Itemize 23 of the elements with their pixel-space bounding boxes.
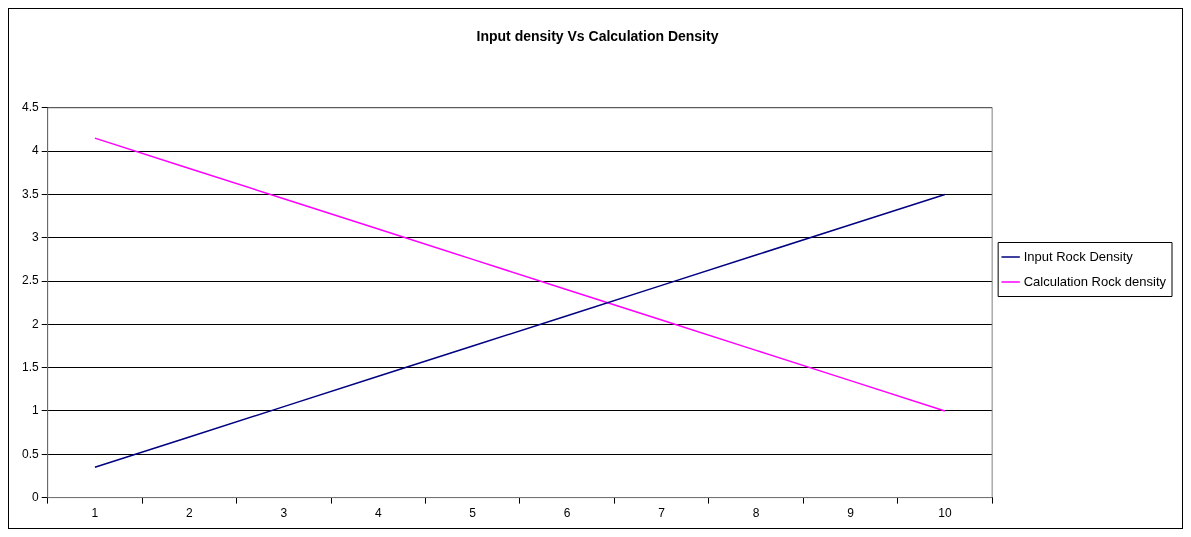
y-tick-label: 0.5 xyxy=(21,446,39,461)
y-tick-label: 3.5 xyxy=(21,186,39,201)
x-tick-label: 1 xyxy=(91,506,99,521)
x-tick-label: 2 xyxy=(186,506,194,521)
x-tick-label: 5 xyxy=(469,506,477,521)
y-tick-label: 4.5 xyxy=(21,100,39,115)
chart-title: Input density Vs Calculation Density xyxy=(476,28,719,45)
y-tick-label: 4 xyxy=(31,143,39,158)
x-tick-label: 9 xyxy=(847,506,855,521)
y-tick-label: 2.5 xyxy=(21,273,39,288)
y-tick-label: 1.5 xyxy=(21,359,39,374)
x-tick-label: 8 xyxy=(752,506,760,521)
legend-label: Input Rock Density xyxy=(1023,248,1134,264)
x-tick-label: 6 xyxy=(563,506,571,521)
x-tick-label: 10 xyxy=(938,506,952,521)
x-tick-label: 3 xyxy=(280,506,288,521)
y-tick-label: 1 xyxy=(31,403,39,418)
y-tick-label: 0 xyxy=(31,489,39,504)
y-tick-label: 3 xyxy=(31,230,39,245)
x-tick-label: 7 xyxy=(658,506,666,521)
x-tick-label: 4 xyxy=(374,506,382,521)
y-tick-label: 2 xyxy=(31,316,39,331)
legend-label: Calculation Rock density xyxy=(1023,273,1167,289)
